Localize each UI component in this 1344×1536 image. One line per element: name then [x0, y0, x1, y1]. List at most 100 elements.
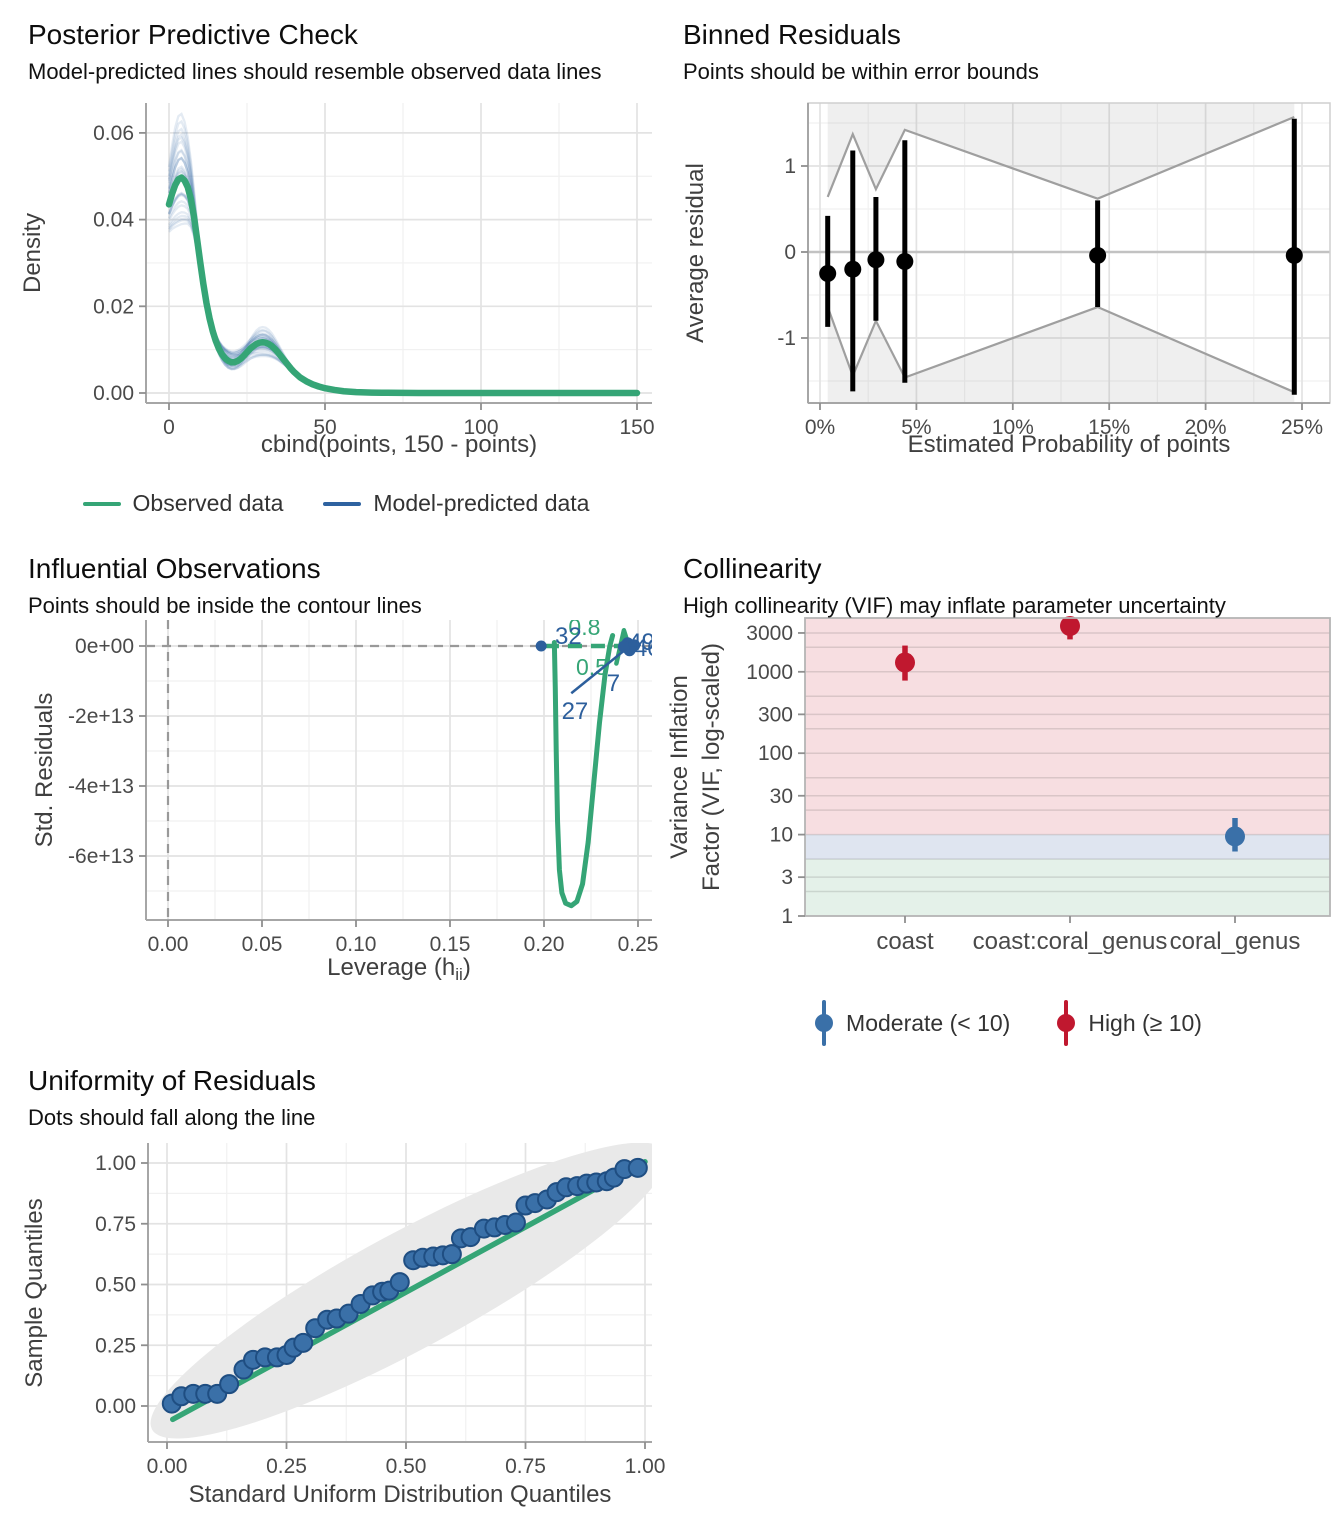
influential-title: Influential Observations — [28, 553, 321, 584]
svg-text:coast: coast — [876, 928, 934, 955]
svg-text:300: 300 — [758, 703, 793, 726]
ppc-title: Posterior Predictive Check — [28, 19, 358, 50]
svg-text:0.05: 0.05 — [242, 933, 283, 956]
svg-text:0.00: 0.00 — [147, 1455, 188, 1478]
svg-text:0.25: 0.25 — [618, 933, 659, 956]
ppc-subtitle: Model-predicted lines should resemble ob… — [28, 59, 602, 84]
plot-border — [804, 617, 1331, 917]
label-leader-line — [570, 646, 629, 695]
legend-label-moderate: Moderate (< 10) — [846, 1009, 1011, 1036]
influential-point — [617, 640, 630, 653]
svg-text:150: 150 — [619, 416, 654, 439]
svg-text:27: 27 — [562, 698, 589, 725]
legend-item-observed: Observed data — [82, 490, 284, 517]
qq-subtitle: Dots should fall along the line — [28, 1105, 316, 1130]
ppc-curves — [165, 112, 641, 397]
svg-text:-6e+13: -6e+13 — [68, 845, 134, 868]
svg-text:49: 49 — [628, 629, 655, 656]
svg-text:Density: Density — [19, 213, 46, 293]
qq-point — [293, 1332, 314, 1353]
svg-text:0.25: 0.25 — [95, 1334, 136, 1357]
qq-title: Uniformity of Residuals — [28, 1065, 316, 1096]
binned-residual-point — [896, 252, 914, 270]
observed-density-line — [165, 174, 641, 397]
binned-residual-point — [1089, 246, 1107, 264]
svg-text:0.50: 0.50 — [95, 1274, 136, 1297]
svg-text:Sample Quantiles: Sample Quantiles — [21, 1198, 48, 1387]
binned-residual-point — [867, 251, 885, 269]
svg-text:cbind(points, 150 - points): cbind(points, 150 - points) — [261, 431, 537, 458]
svg-text:0.15: 0.15 — [430, 933, 471, 956]
qq-point — [505, 1212, 526, 1233]
legend-label-high: High (≥ 10) — [1088, 1009, 1202, 1036]
svg-text:Standard Uniform Distribution: Standard Uniform Distribution Quantiles — [189, 1481, 612, 1508]
vif-point-coast — [895, 652, 915, 673]
qq-reference-line — [169, 1159, 648, 1423]
svg-text:0.75: 0.75 — [505, 1455, 546, 1478]
ppc-legend: Observed data Model-predicted data — [0, 490, 672, 517]
svg-text:0: 0 — [784, 241, 796, 264]
collinearity-subtitle: High collinearity (VIF) may inflate para… — [683, 593, 1226, 618]
vif-band-moderate — [805, 834, 1330, 860]
upper-outside-band — [827, 103, 1295, 199]
binned-residuals-panel: 0% 5% 10% 15% 20% 25% -1 0 1 Estimated Probabilit… — [682, 102, 1331, 458]
svg-text:30: 30 — [770, 785, 793, 808]
svg-text:10%: 10% — [992, 416, 1034, 439]
svg-text:0.20: 0.20 — [524, 933, 565, 956]
collinearity-title: Collinearity — [683, 553, 822, 584]
svg-text:50: 50 — [313, 416, 336, 439]
svg-text:1: 1 — [781, 905, 793, 928]
legend-item-high: High (≥ 10) — [1056, 1000, 1202, 1046]
svg-text:0%: 0% — [805, 416, 835, 439]
svg-text:1000: 1000 — [746, 661, 793, 684]
svg-text:0.10: 0.10 — [336, 933, 377, 956]
contour-curve — [551, 633, 616, 909]
vif-band-high — [805, 618, 1330, 835]
binned-residual-point — [819, 265, 837, 282]
qq-point — [627, 1157, 648, 1178]
svg-text:0.75: 0.75 — [95, 1213, 136, 1236]
svg-text:100: 100 — [758, 742, 793, 765]
qq-point — [441, 1244, 462, 1265]
vif-point-coast:coral_genus — [1060, 616, 1080, 636]
lower-outside-band — [827, 307, 1295, 403]
svg-text:0.8: 0.8 — [568, 614, 600, 640]
legend-label-model-predicted: Model-predicted data — [373, 490, 590, 516]
svg-text:5%: 5% — [901, 416, 931, 439]
svg-text:Average residual: Average residual — [682, 163, 709, 343]
moderate-pointrange-glyph — [814, 1000, 834, 1046]
svg-text:0.00: 0.00 — [95, 1395, 136, 1418]
svg-text:coast:coral_genus: coast:coral_genus — [973, 928, 1168, 955]
influential-point — [535, 640, 547, 652]
vif-point-coral_genus — [1225, 826, 1245, 847]
svg-text:0.06: 0.06 — [93, 122, 134, 145]
model-predicted-line-glyph — [323, 501, 362, 506]
svg-text:100: 100 — [463, 416, 498, 439]
binned-residual-point — [1285, 246, 1303, 264]
svg-text:10: 10 — [770, 824, 793, 847]
svg-text:1: 1 — [784, 155, 796, 178]
qq-panel: 0.00 0.25 0.50 0.75 1.00 0.00 0.25 0.50 0.75 1.00… — [21, 1143, 665, 1508]
ppc-panel: 0 50 100 150 0.00 0.02 0.04 0.06 cbind(points, 1… — [19, 103, 655, 458]
svg-text:0: 0 — [163, 416, 175, 439]
qq-point — [219, 1374, 240, 1395]
collinearity-legend: Moderate (< 10) High (≥ 10) — [672, 1000, 1344, 1046]
legend-label-observed: Observed data — [132, 490, 284, 516]
svg-text:0.04: 0.04 — [93, 209, 134, 232]
svg-text:coral_genus: coral_genus — [1170, 928, 1301, 955]
svg-text:3000: 3000 — [746, 622, 793, 645]
svg-text:7: 7 — [607, 670, 620, 697]
svg-text:1.00: 1.00 — [95, 1152, 136, 1175]
collinearity-panel: 3000 1000 300 100 30 10 3 1 coast coast:coral_gen… — [666, 616, 1331, 955]
binned-title: Binned Residuals — [683, 19, 901, 50]
svg-text:40: 40 — [634, 635, 661, 662]
legend-item-moderate: Moderate (< 10) — [814, 1000, 1010, 1046]
svg-text:32: 32 — [555, 623, 582, 650]
observed-line-glyph — [82, 501, 121, 506]
svg-text:25%: 25% — [1281, 416, 1323, 439]
svg-text:0e+00: 0e+00 — [75, 635, 134, 658]
